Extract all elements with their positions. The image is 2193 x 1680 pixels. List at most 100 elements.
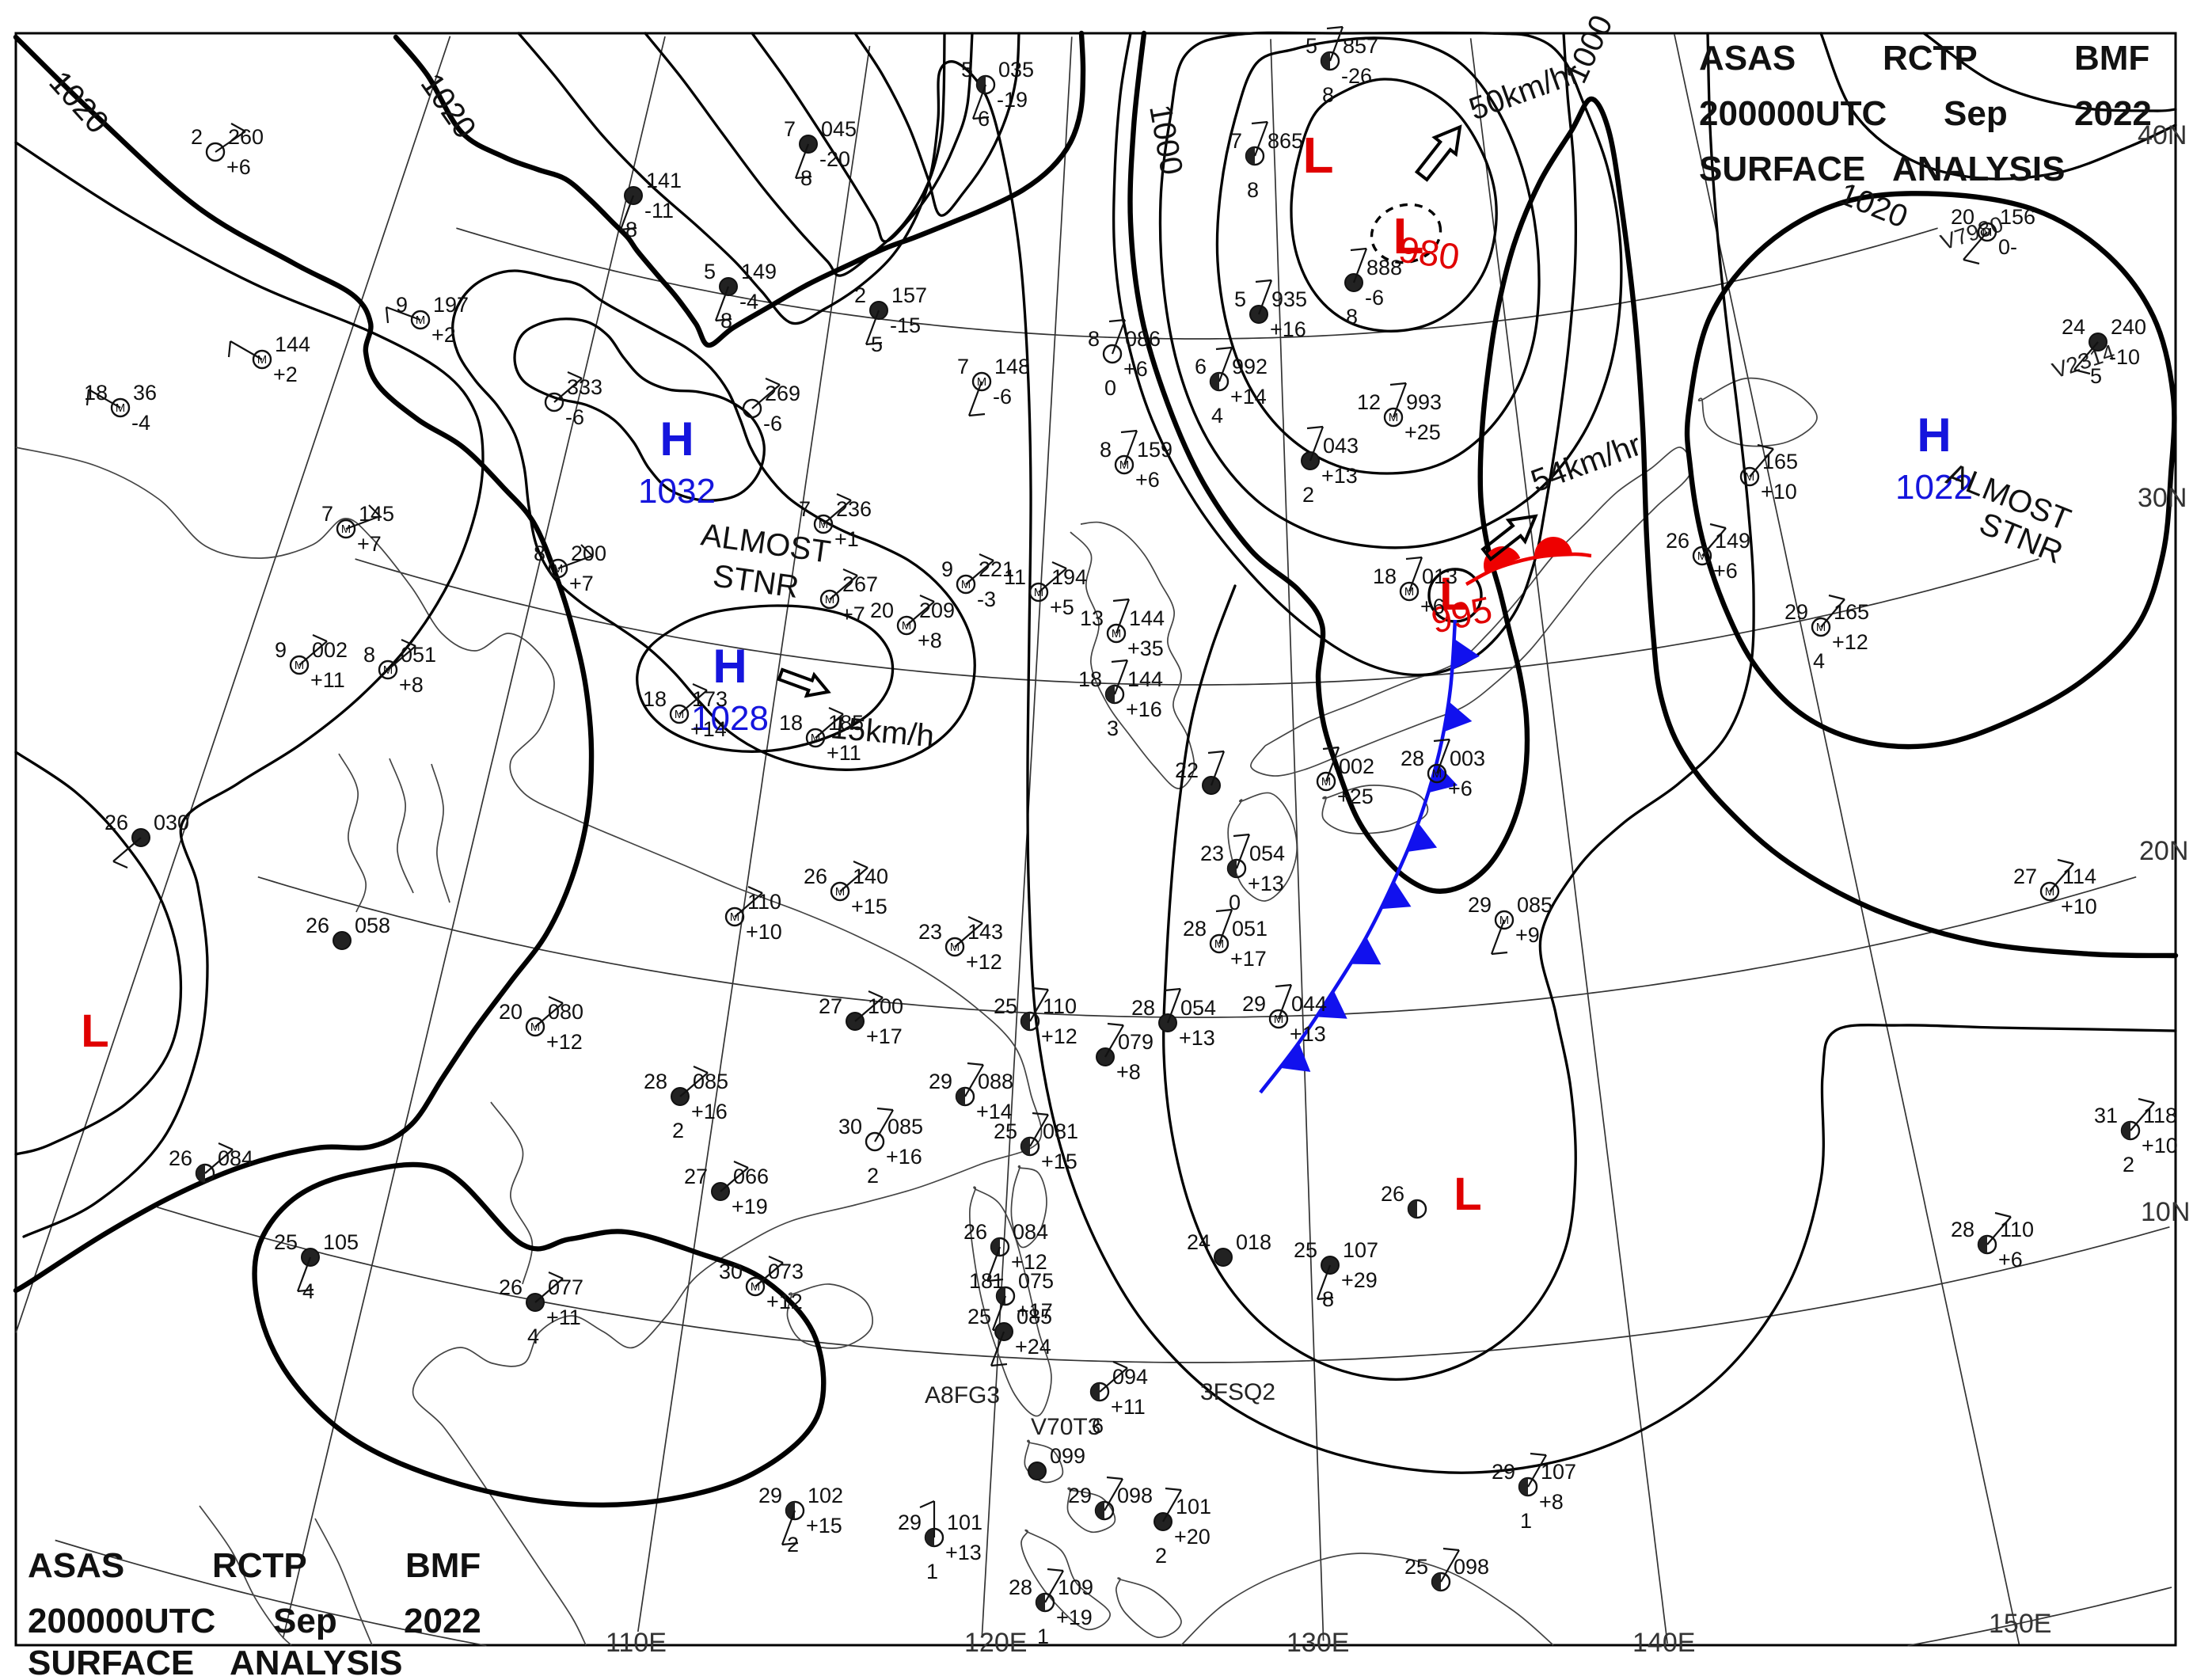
svg-text:200000UTC: 200000UTC [1699,94,1887,133]
svg-text:5: 5 [2090,364,2102,388]
svg-text:066: 066 [733,1165,769,1188]
svg-text:29: 29 [758,1484,782,1507]
svg-text:25: 25 [1294,1238,1317,1262]
svg-text:099: 099 [1050,1444,1085,1468]
svg-text:1022: 1022 [1895,468,1973,507]
svg-text:+8: +8 [399,673,424,697]
svg-text:+12: +12 [1011,1250,1047,1274]
svg-text:9: 9 [941,557,953,581]
svg-text:+12: +12 [766,1290,803,1313]
svg-text:18: 18 [643,687,667,711]
svg-text:150E: 150E [1989,1609,2051,1639]
svg-text:M: M [1321,775,1332,789]
svg-text:29: 29 [1468,893,1492,917]
svg-text:107: 107 [1343,1238,1378,1262]
svg-text:051: 051 [1232,917,1268,941]
svg-text:RCTP: RCTP [1883,39,1978,78]
svg-text:25: 25 [274,1230,298,1254]
svg-text:5: 5 [1234,287,1246,311]
svg-text:992: 992 [1232,355,1268,378]
svg-text:7: 7 [1230,129,1242,153]
svg-text:ASAS: ASAS [28,1546,124,1585]
svg-text:8: 8 [1322,1287,1334,1311]
svg-text:054: 054 [1249,842,1285,865]
svg-text:149: 149 [1715,529,1750,553]
svg-text:8: 8 [1088,327,1100,351]
svg-text:M: M [1119,458,1130,472]
svg-text:11: 11 [1004,565,1026,589]
svg-text:L: L [1302,127,1333,184]
svg-text:+14: +14 [976,1100,1013,1123]
svg-text:054: 054 [1180,996,1216,1020]
svg-text:8: 8 [363,643,375,667]
svg-text:+17: +17 [1230,947,1267,971]
svg-text:H: H [659,412,694,466]
svg-text:M: M [1034,586,1044,599]
svg-text:M: M [1274,1013,1284,1026]
svg-text:26: 26 [105,811,128,834]
svg-text:8: 8 [1247,178,1259,202]
svg-text:28: 28 [1401,747,1424,770]
svg-text:058: 058 [355,914,390,937]
svg-text:098: 098 [1117,1484,1153,1507]
svg-text:24: 24 [1187,1230,1211,1254]
svg-text:8: 8 [720,309,732,333]
svg-text:140E: 140E [1632,1628,1695,1658]
svg-text:23: 23 [918,920,942,944]
svg-text:+19: +19 [1056,1606,1093,1629]
svg-text:+13: +13 [945,1541,982,1564]
svg-text:+10: +10 [2142,1134,2178,1157]
svg-text:110E: 110E [606,1628,667,1658]
svg-text:BMF: BMF [405,1546,481,1585]
svg-text:2: 2 [1155,1544,1167,1568]
svg-text:ASAS: ASAS [1699,39,1796,78]
svg-text:865: 865 [1268,129,1303,153]
svg-text:36: 36 [133,381,157,405]
svg-text:25: 25 [967,1305,991,1328]
svg-text:200: 200 [571,542,606,565]
svg-text:20: 20 [1951,205,1974,229]
svg-text:M: M [902,619,912,633]
svg-text:2022: 2022 [404,1602,481,1640]
svg-text:M: M [961,578,971,591]
svg-text:1: 1 [926,1560,938,1583]
svg-text:M: M [295,659,305,672]
svg-text:079: 079 [1118,1030,1154,1054]
svg-text:L: L [1393,207,1423,264]
svg-text:4: 4 [1211,404,1223,428]
svg-text:144: 144 [1127,667,1163,691]
svg-text:0: 0 [1229,891,1241,914]
svg-text:23: 23 [1200,842,1224,865]
svg-text:29: 29 [929,1070,952,1093]
svg-text:+10: +10 [746,920,782,944]
svg-text:085: 085 [887,1115,923,1138]
svg-text:156: 156 [2000,205,2035,229]
svg-text:+7: +7 [357,532,382,556]
svg-text:221: 221 [979,557,1014,581]
svg-text:26: 26 [1666,529,1689,553]
svg-text:+13: +13 [1321,464,1358,488]
svg-text:035: 035 [998,58,1034,82]
svg-text:H: H [713,640,747,693]
svg-text:993: 993 [1406,390,1442,414]
svg-text:+11: +11 [1111,1395,1146,1419]
svg-text:-26: -26 [1341,64,1372,88]
svg-text:18: 18 [1078,667,1102,691]
svg-text:267: 267 [842,572,878,596]
svg-text:144: 144 [1129,606,1165,630]
svg-text:+6: +6 [1420,595,1445,618]
svg-text:+6: +6 [1448,777,1473,800]
svg-text:8: 8 [534,542,545,565]
svg-text:2: 2 [672,1119,684,1142]
svg-text:+12: +12 [1041,1024,1077,1048]
svg-text:+19: +19 [732,1195,768,1218]
svg-text:12: 12 [1357,390,1381,414]
svg-text:165: 165 [1762,450,1798,473]
svg-text:27: 27 [684,1165,708,1188]
svg-text:-15: -15 [890,314,921,337]
svg-text:8: 8 [625,218,637,241]
svg-text:140: 140 [853,865,888,888]
svg-text:240: 240 [2111,315,2146,339]
svg-text:045: 045 [821,117,857,141]
svg-text:075: 075 [1018,1269,1054,1293]
